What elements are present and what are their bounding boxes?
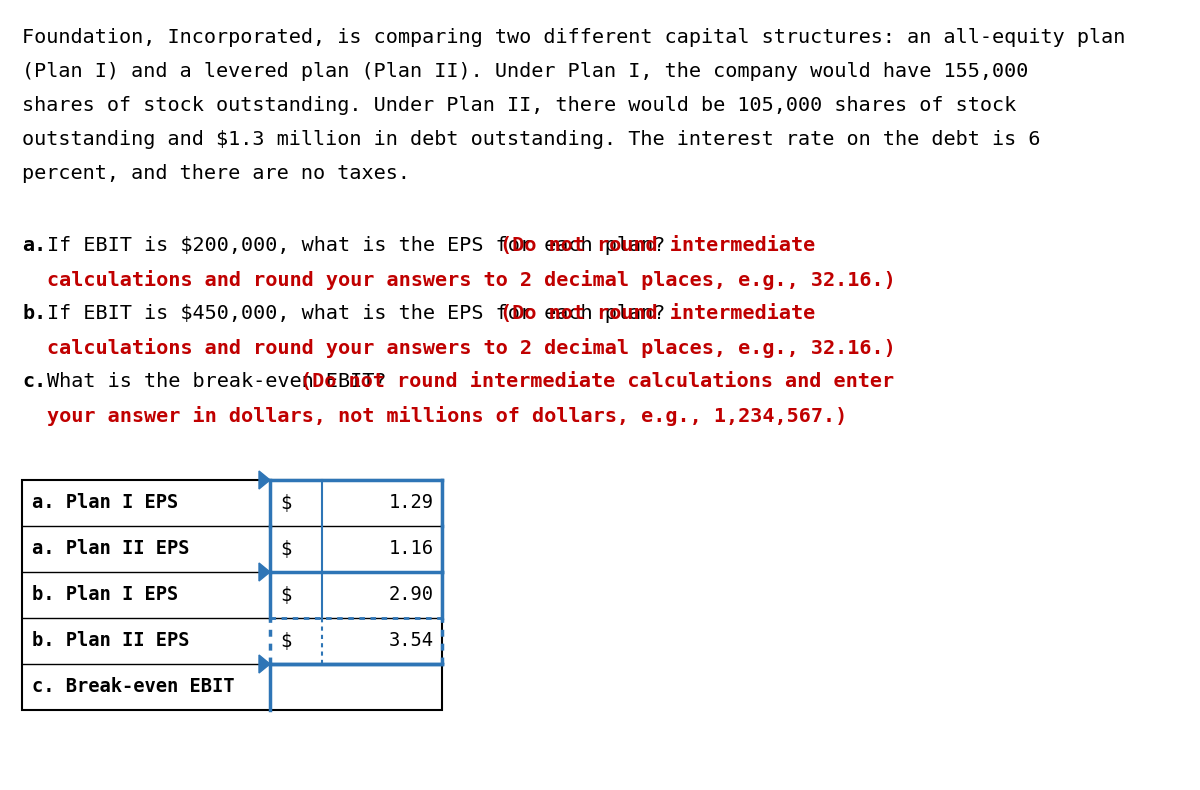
Text: c. Break-even EBIT: c. Break-even EBIT (32, 678, 234, 697)
Bar (22, 480, 442, 710)
Text: (Do not round intermediate calculations and enter: (Do not round intermediate calculations … (300, 372, 894, 391)
Text: c.: c. (22, 372, 47, 391)
Text: $: $ (280, 540, 292, 559)
Text: shares of stock outstanding. Under Plan II, there would be 105,000 shares of sto: shares of stock outstanding. Under Plan … (22, 96, 1016, 115)
Text: calculations and round your answers to 2 decimal places, e.g., 32.16.): calculations and round your answers to 2… (48, 338, 896, 358)
Text: (Do not round intermediate: (Do not round intermediate (499, 304, 815, 323)
Text: 1.29: 1.29 (389, 494, 434, 513)
Text: 2.90: 2.90 (389, 585, 434, 604)
Text: If EBIT is $200,000, what is the EPS for each plan?: If EBIT is $200,000, what is the EPS for… (48, 236, 666, 255)
Text: If EBIT is $450,000, what is the EPS for each plan?: If EBIT is $450,000, what is the EPS for… (48, 304, 666, 323)
Text: outstanding and $1.3 million in debt outstanding. The interest rate on the debt : outstanding and $1.3 million in debt out… (22, 130, 1040, 149)
Text: 1.16: 1.16 (389, 540, 434, 559)
Text: percent, and there are no taxes.: percent, and there are no taxes. (22, 164, 410, 183)
Text: a. Plan I EPS: a. Plan I EPS (32, 494, 179, 513)
Polygon shape (259, 563, 270, 581)
Text: $: $ (280, 585, 292, 604)
Text: b. Plan II EPS: b. Plan II EPS (32, 631, 190, 650)
Text: b.: b. (22, 304, 47, 323)
Polygon shape (259, 655, 270, 673)
Text: your answer in dollars, not millions of dollars, e.g., 1,234,567.): your answer in dollars, not millions of … (48, 406, 847, 426)
Text: (Plan I) and a levered plan (Plan II). Under Plan I, the company would have 155,: (Plan I) and a levered plan (Plan II). U… (22, 62, 1028, 81)
Text: calculations and round your answers to 2 decimal places, e.g., 32.16.): calculations and round your answers to 2… (48, 270, 896, 290)
Polygon shape (259, 471, 270, 489)
Text: (Do not round intermediate: (Do not round intermediate (499, 236, 815, 255)
Text: Foundation, Incorporated, is comparing two different capital structures: an all-: Foundation, Incorporated, is comparing t… (22, 28, 1126, 47)
Text: $: $ (280, 494, 292, 513)
Text: What is the break-even EBIT?: What is the break-even EBIT? (48, 372, 386, 391)
Text: a. Plan II EPS: a. Plan II EPS (32, 540, 190, 559)
Text: 3.54: 3.54 (389, 631, 434, 650)
Text: $: $ (280, 631, 292, 650)
Text: b. Plan I EPS: b. Plan I EPS (32, 585, 179, 604)
Text: a.: a. (22, 236, 47, 255)
